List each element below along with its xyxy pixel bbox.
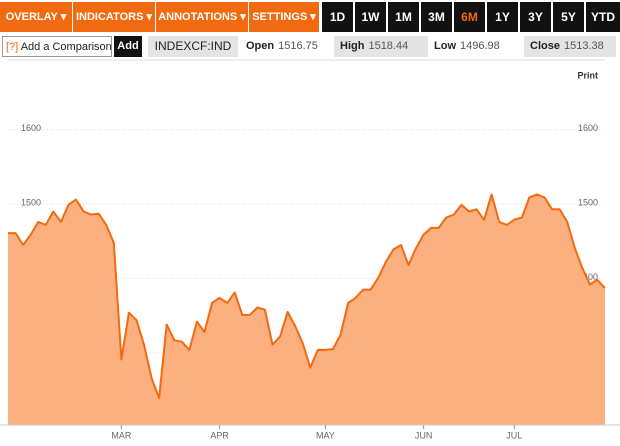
- high: High 1518.44: [334, 36, 428, 57]
- area-fill: [8, 194, 605, 425]
- label: Low: [434, 40, 456, 52]
- label: Open: [246, 40, 275, 52]
- line: [8, 193, 606, 400]
- x-tick-label: MAR: [111, 430, 132, 440]
- range-button[interactable]: 5Y: [553, 2, 584, 32]
- help-icon[interactable]: [?]: [6, 41, 19, 53]
- comparison-input[interactable]: [?] Add a Comparison: [2, 36, 112, 57]
- x-tick-label: JUN: [415, 430, 433, 440]
- low: Low 1496.98: [428, 36, 520, 57]
- y-tick-label-right: 1600: [578, 123, 598, 133]
- open: Open 1516.75: [240, 36, 330, 57]
- range-button[interactable]: 1M: [388, 2, 419, 32]
- y-tick-label: 1600: [21, 123, 41, 133]
- x-tick-label: APR: [210, 430, 229, 440]
- x-tick-label: JUL: [506, 430, 522, 440]
- value: 1513.38: [563, 40, 604, 52]
- y-tick-label-right: 1400: [578, 272, 598, 282]
- ticker: INDEXCF:IND: [148, 36, 238, 57]
- menu-button[interactable]: OVERLAY ▾: [0, 2, 72, 32]
- value: 1518.44: [368, 40, 409, 52]
- value: 1496.98: [460, 40, 500, 52]
- close: Close 1513.38: [524, 36, 616, 57]
- label: Close: [530, 40, 560, 52]
- x-tick-label: MAY: [316, 430, 335, 440]
- menu-button[interactable]: INDICATORS ▾: [73, 2, 155, 32]
- value: 1516.75: [278, 40, 318, 52]
- menu-button[interactable]: ANNOTATIONS ▾: [156, 2, 248, 32]
- menu-button[interactable]: SETTINGS ▾: [249, 2, 319, 32]
- placeholder: Add a Comparison: [20, 41, 112, 53]
- y-tick-label-right: 1500: [578, 197, 598, 207]
- print-link[interactable]: Print: [577, 70, 598, 80]
- range-button[interactable]: 6M: [454, 2, 485, 32]
- label: High: [340, 40, 365, 52]
- range-button[interactable]: 3Y: [520, 2, 551, 32]
- add-button[interactable]: Add: [114, 36, 142, 57]
- range-button[interactable]: 3M: [421, 2, 452, 32]
- range-button[interactable]: 1Y: [487, 2, 518, 32]
- range-button[interactable]: 1W: [355, 2, 386, 32]
- range-button[interactable]: YTD: [586, 2, 620, 32]
- range-button[interactable]: 1D: [322, 2, 353, 32]
- y-tick-label: 1500: [21, 197, 41, 207]
